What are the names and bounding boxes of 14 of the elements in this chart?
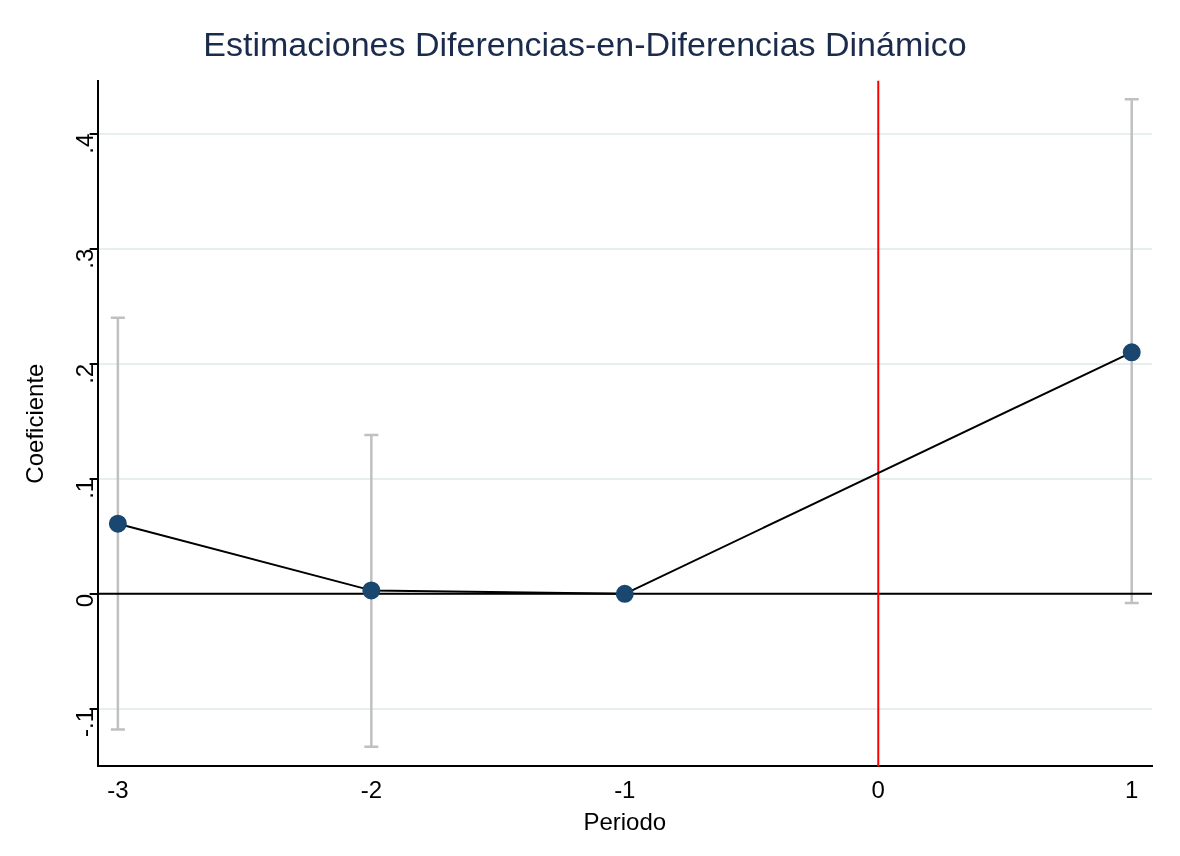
x-tick-label: -3 (107, 776, 129, 804)
y-tick-label: .1 (71, 478, 99, 499)
y-axis-title: Coeficiente (21, 363, 49, 484)
x-axis-title: Periodo (583, 808, 667, 836)
y-tick-label: 0 (71, 593, 99, 608)
x-tick-label: -1 (614, 776, 636, 804)
y-tick-label: .2 (71, 363, 99, 384)
x-tick-label: 1 (1125, 776, 1139, 804)
x-tick-label: -2 (360, 776, 383, 804)
x-tick-label: 0 (871, 776, 885, 804)
y-tick-label: .4 (71, 133, 99, 154)
chart-title: Estimaciones Diferencias-en-Diferencias Dinámico (203, 24, 967, 63)
y-tick-label: .3 (71, 248, 99, 269)
y-tick-label: -.1 (71, 708, 99, 737)
